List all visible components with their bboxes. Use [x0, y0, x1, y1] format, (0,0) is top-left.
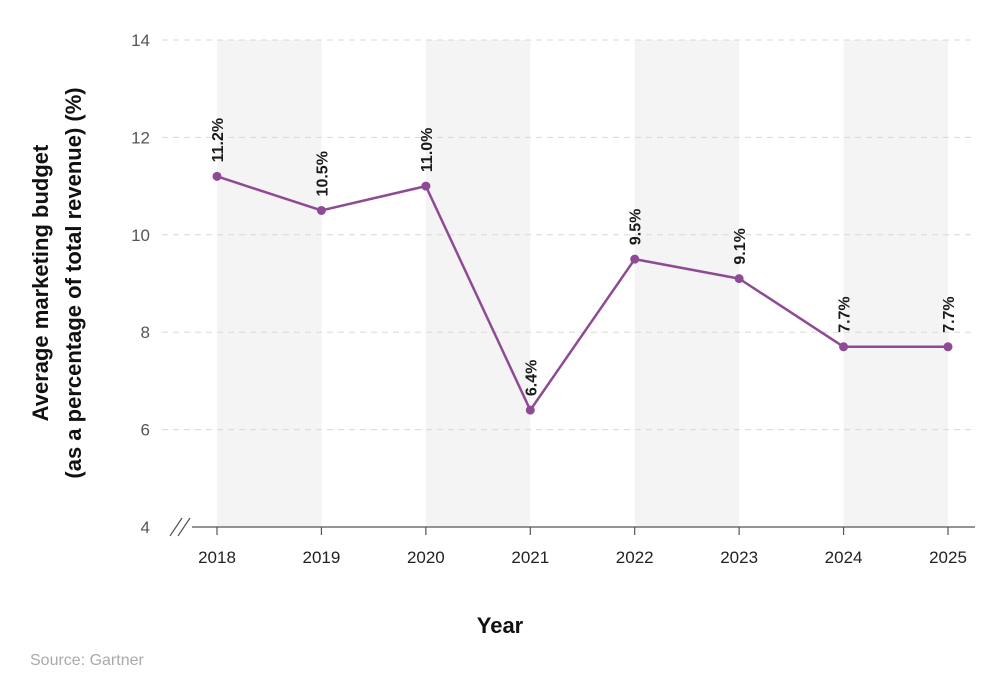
- x-tick-label-2020: 2020: [407, 548, 445, 567]
- data-label-2020: 11.0%: [419, 128, 436, 172]
- data-label-2019: 10.5%: [314, 151, 331, 196]
- series-line: [216, 175, 948, 412]
- y-axis-title-line2: (as a percentage of total revenue) (%): [61, 87, 86, 478]
- y-tick-label-6: 6: [141, 421, 150, 440]
- data-point-2021: [525, 405, 535, 415]
- x-axis-title: Year: [477, 613, 524, 638]
- data-label-2025: 7.7%: [941, 296, 958, 332]
- y-tick-label-12: 12: [131, 128, 150, 147]
- y-axis-title-line1: Average marketing budget: [28, 144, 53, 421]
- x-tick-label-2022: 2022: [616, 548, 654, 567]
- y-tick-label-10: 10: [131, 226, 150, 245]
- data-label-2021: 6.4%: [523, 360, 540, 396]
- x-tick-labels: 2018 2019 2020 2021 2022 2023 2024 2025: [198, 548, 967, 567]
- x-tick-label-2019: 2019: [303, 548, 341, 567]
- band-2022: [634, 40, 740, 527]
- x-tick-label-2018: 2018: [198, 548, 236, 567]
- data-point-2020: [421, 181, 431, 191]
- axis-break-mark-2: [177, 517, 191, 537]
- data-label-2018: 11.2%: [210, 118, 227, 162]
- y-tick-label-8: 8: [141, 323, 150, 342]
- data-point-2019: [316, 205, 326, 215]
- x-tick-label-2023: 2023: [720, 548, 758, 567]
- data-point-2024: [839, 342, 849, 352]
- data-points: [212, 171, 953, 415]
- y-tick-labels: 4 6 8 10 12 14: [131, 31, 150, 537]
- source-note: Source: Gartner: [30, 652, 144, 669]
- band-2020: [425, 40, 531, 527]
- x-tick-label-2021: 2021: [511, 548, 549, 567]
- x-tick-label-2025: 2025: [929, 548, 967, 567]
- band-2018: [217, 40, 322, 527]
- data-label-2024: 7.7%: [837, 296, 854, 332]
- series-polyline: [216, 175, 948, 412]
- band-2024: [843, 40, 948, 527]
- data-label-2022: 9.5%: [628, 209, 645, 245]
- y-tick-label-14: 14: [131, 31, 150, 50]
- data-point-2018: [212, 171, 222, 181]
- gridlines: [162, 39, 975, 431]
- data-point-2025: [943, 342, 953, 352]
- background-bands: [217, 40, 948, 527]
- axis-break-mark-1: [169, 517, 183, 537]
- data-point-2022: [630, 254, 640, 264]
- x-tick-label-2024: 2024: [825, 548, 863, 567]
- data-label-2023: 9.1%: [732, 228, 749, 264]
- x-axis: [169, 517, 975, 537]
- data-point-2023: [734, 274, 744, 284]
- y-tick-label-4: 4: [141, 518, 150, 537]
- data-labels: 11.2% 10.5% 11.0% 6.4% 9.5% 9.1% 7.7% 7.7%: [210, 118, 958, 396]
